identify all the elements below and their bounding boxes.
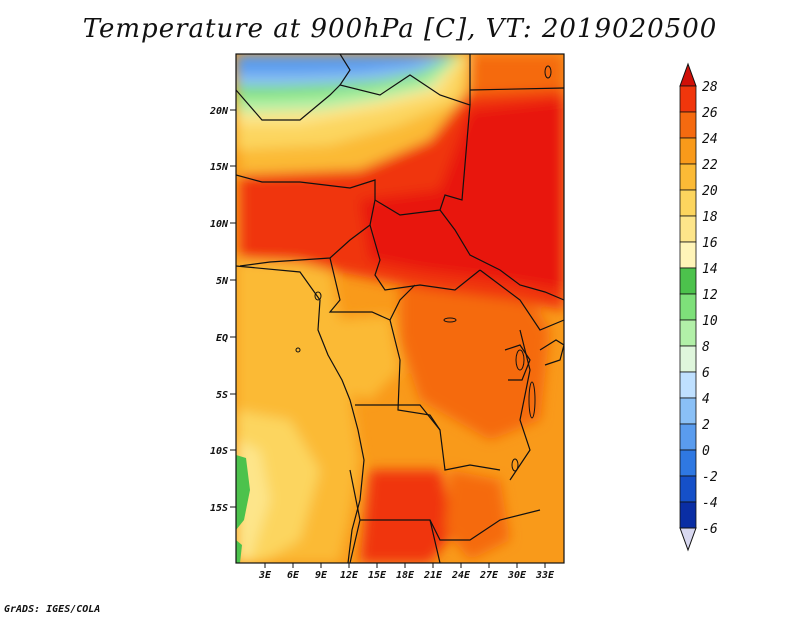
lat-label: 20N bbox=[209, 106, 229, 117]
colorbar-label: 16 bbox=[702, 236, 718, 251]
lat-label: 5N bbox=[216, 276, 229, 287]
lat-label: 10N bbox=[210, 219, 229, 230]
colorbar-label: -6 bbox=[702, 522, 718, 537]
colorbar-box bbox=[679, 371, 697, 399]
colorbar-label: 6 bbox=[702, 366, 710, 381]
colorbar-bottom-cap bbox=[679, 527, 697, 552]
temperature-field bbox=[236, 54, 564, 563]
colorbar-box bbox=[679, 501, 697, 529]
colorbar-label: 28 bbox=[702, 80, 718, 95]
map-frame bbox=[235, 53, 565, 564]
longitude-axis: 3E 6E 9E 12E 15E 18E 21E 24E 27E 30E 33E bbox=[258, 563, 555, 581]
lat-label: 10S bbox=[210, 446, 228, 457]
colorbar-box bbox=[679, 163, 697, 191]
colorbar-label: 26 bbox=[702, 106, 718, 121]
lat-label: 15N bbox=[210, 162, 229, 173]
colorbar-box bbox=[679, 319, 697, 347]
latitude-axis: 20N 15N 10N 5N EQ 5S 10S 15S bbox=[209, 106, 236, 514]
colorbar-box bbox=[679, 267, 697, 295]
lon-label: 3E bbox=[258, 570, 272, 581]
lakes bbox=[295, 65, 552, 472]
colorbar-label: 22 bbox=[702, 158, 718, 173]
colorbar-label: 10 bbox=[702, 314, 718, 329]
lon-label: 18E bbox=[396, 570, 415, 581]
colorbar-box bbox=[679, 449, 697, 477]
colorbar-box bbox=[679, 475, 697, 503]
lon-label: 27E bbox=[479, 570, 499, 581]
lon-label: 9E bbox=[315, 570, 328, 581]
colorbar-label: 2 bbox=[702, 418, 710, 433]
colorbar-box bbox=[679, 215, 697, 243]
colorbar-label: 8 bbox=[702, 340, 710, 355]
colorbar-box bbox=[679, 85, 697, 113]
map-title: Temperature at 900hPa [C], VT: 201902050… bbox=[82, 14, 718, 44]
grads-credit: GrADS: IGES/COLA bbox=[4, 604, 101, 615]
lon-label: 24E bbox=[451, 570, 471, 581]
colorbar-box bbox=[679, 397, 697, 425]
colorbar-label: 12 bbox=[702, 288, 718, 303]
lon-label: 15E bbox=[368, 570, 387, 581]
colorbar-label: 20 bbox=[702, 184, 718, 199]
colorbar-top-cap bbox=[679, 62, 697, 87]
colorbar-box bbox=[679, 189, 697, 217]
colorbar-label: -2 bbox=[702, 470, 718, 485]
colorbar-box bbox=[679, 423, 697, 451]
colorbar-box bbox=[679, 137, 697, 165]
lon-label: 6E bbox=[287, 570, 300, 581]
colorbar-label: 14 bbox=[702, 262, 718, 277]
country-borders bbox=[236, 54, 564, 563]
lat-label: 5S bbox=[216, 390, 228, 401]
lon-label: 30E bbox=[507, 570, 527, 581]
lon-label: 33E bbox=[535, 570, 555, 581]
colorbar-box bbox=[679, 293, 697, 321]
colorbar-box bbox=[679, 345, 697, 373]
colorbar-label: 24 bbox=[702, 132, 718, 147]
colorbar-label: 4 bbox=[702, 392, 710, 407]
colorbar-box bbox=[679, 241, 697, 269]
lat-label: EQ bbox=[216, 333, 228, 344]
lat-label: 15S bbox=[210, 503, 228, 514]
colorbar-label: 0 bbox=[702, 444, 710, 459]
lon-label: 12E bbox=[340, 570, 359, 581]
colorbar-label: -4 bbox=[702, 496, 718, 511]
colorbar-box bbox=[679, 111, 697, 139]
colorbar-label: 18 bbox=[702, 210, 718, 225]
lon-label: 21E bbox=[423, 570, 443, 581]
